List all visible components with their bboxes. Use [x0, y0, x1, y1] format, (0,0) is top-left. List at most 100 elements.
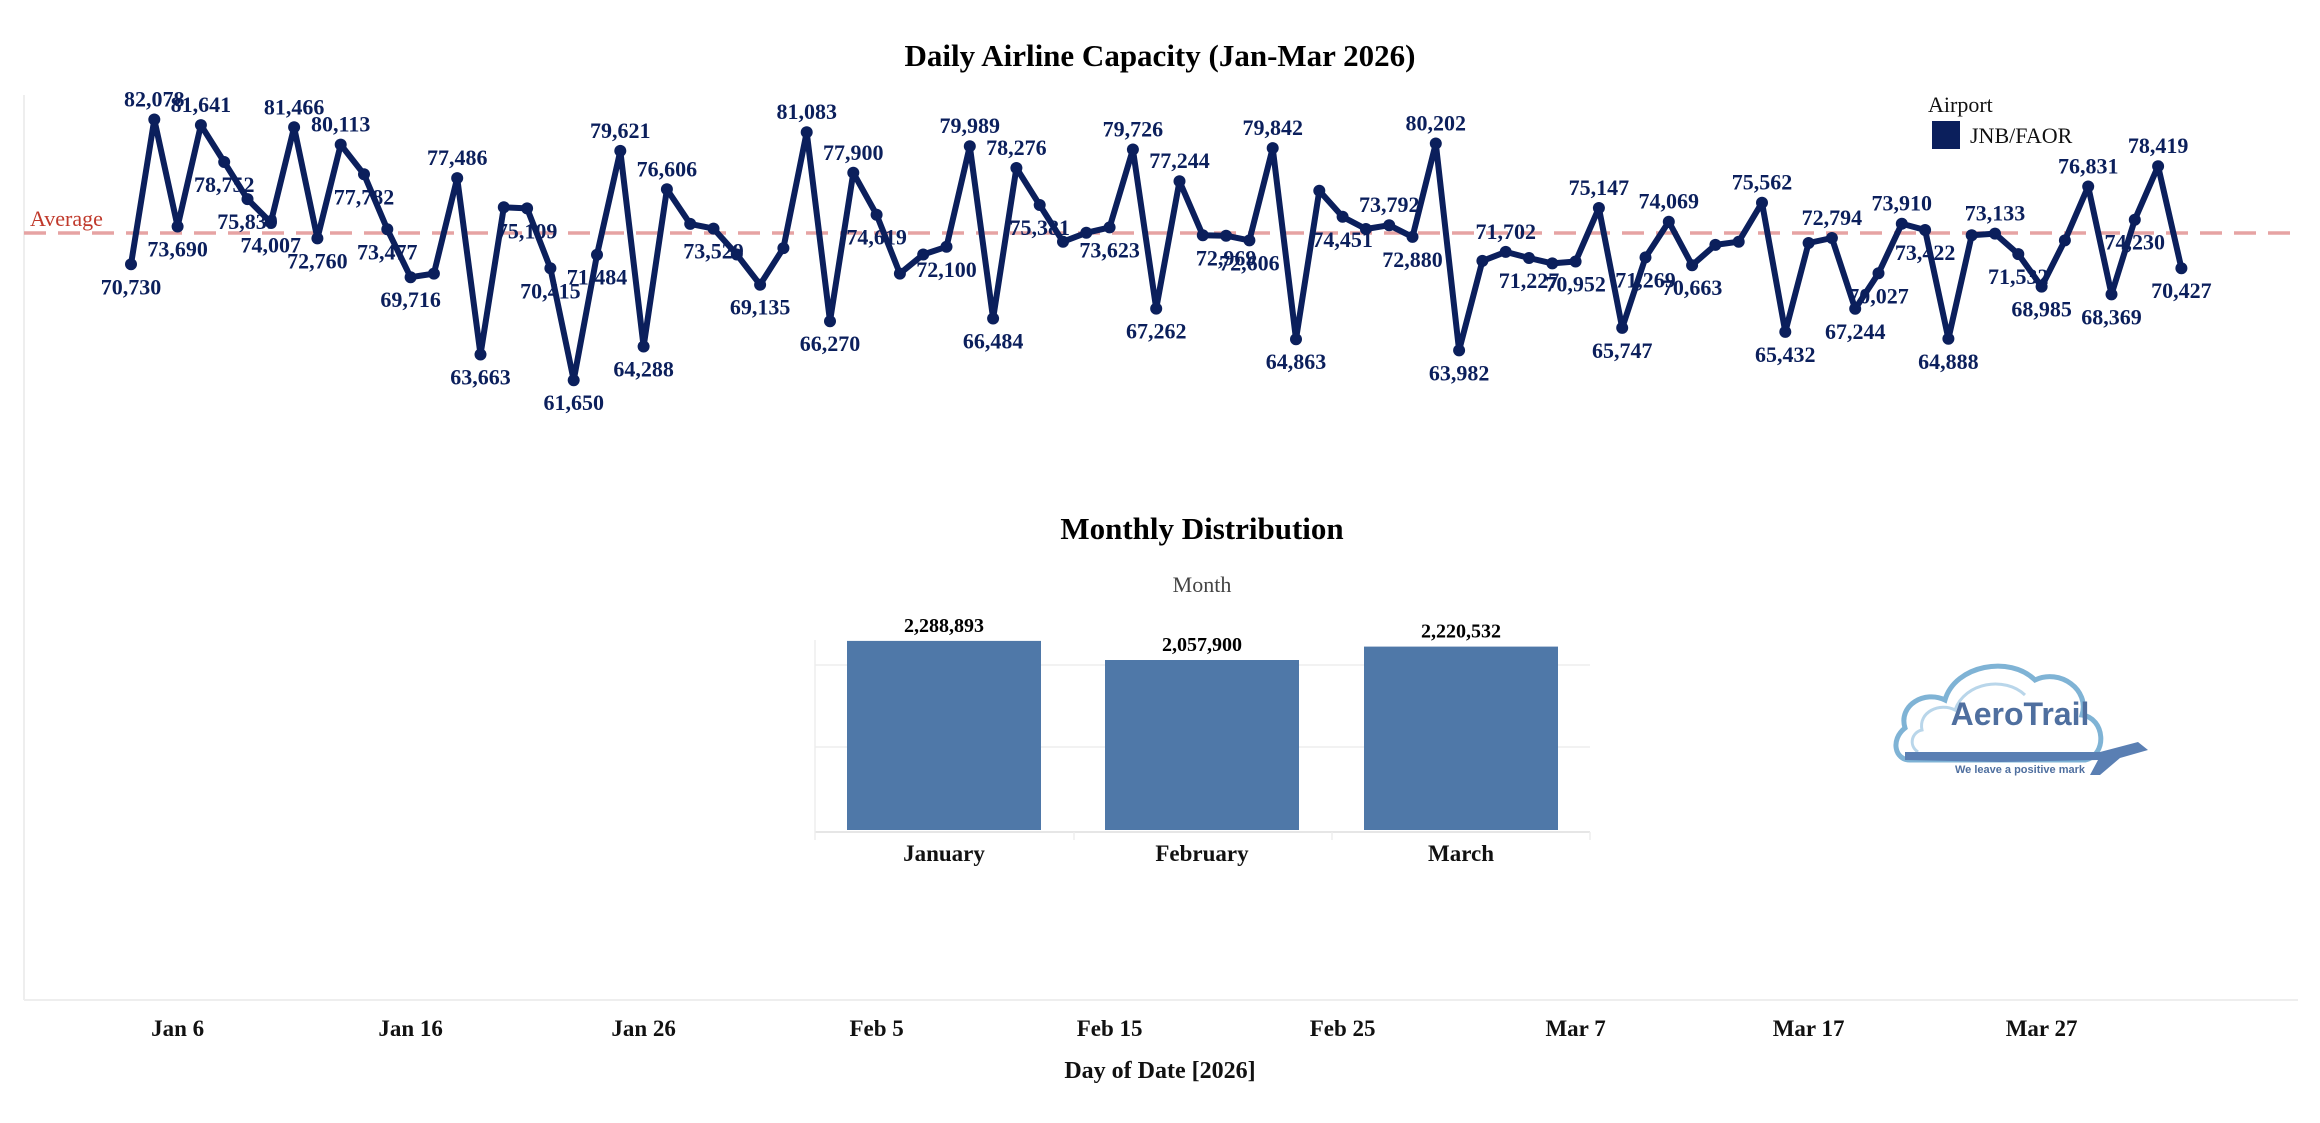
- data-label: 73,623: [1079, 237, 1140, 262]
- line-chart-title: Daily Airline Capacity (Jan-Mar 2026): [905, 38, 1416, 73]
- data-label: 77,782: [334, 184, 395, 209]
- data-label: 71,227: [1499, 268, 1560, 293]
- data-label: 64,888: [1918, 349, 1979, 374]
- data-point: [521, 202, 534, 215]
- data-label: 66,270: [800, 331, 861, 356]
- x-tick-label: Mar 7: [1545, 1016, 1605, 1041]
- data-label: 73,422: [1895, 240, 1956, 265]
- data-point: [1313, 184, 1326, 197]
- legend-label-jnb: JNB/FAOR: [1970, 123, 2073, 148]
- data-point: [987, 312, 1000, 325]
- bar-march: [1364, 646, 1558, 830]
- data-label: 61,650: [543, 390, 604, 415]
- data-point: [2012, 248, 2025, 261]
- data-point: [707, 222, 720, 235]
- data-label: 75,109: [497, 218, 558, 243]
- data-point: [800, 126, 813, 139]
- data-point: [1453, 344, 1466, 357]
- data-point: [1243, 234, 1256, 247]
- data-point: [241, 193, 254, 206]
- x-axis-ticks: Jan 6 Jan 16 Jan 26 Feb 5 Feb 15 Feb 25 Mar 7 M…: [151, 1016, 2077, 1041]
- x-tick-label: Jan 16: [378, 1016, 443, 1041]
- x-tick-label: Jan 6: [151, 1016, 204, 1041]
- data-label: 70,952: [1545, 272, 1606, 297]
- data-label: 76,606: [637, 156, 698, 181]
- data-point: [591, 248, 603, 261]
- data-point: [334, 138, 347, 151]
- data-point: [1895, 217, 1908, 230]
- data-point: [427, 267, 440, 280]
- data-label: 74,619: [846, 225, 907, 250]
- logo-plane-icon: [1905, 742, 2148, 775]
- bar-january: [847, 640, 1041, 830]
- data-point: [264, 216, 277, 229]
- data-point: [730, 248, 743, 261]
- data-label: 68,369: [2081, 304, 2142, 329]
- point-label-layer: 70,73082,07873,69081,64178,75275,83974,0…: [101, 87, 2212, 416]
- data-point: [917, 248, 930, 261]
- data-point: [125, 258, 137, 271]
- data-point: [684, 217, 697, 230]
- data-point: [1732, 235, 1745, 248]
- data-point: [1010, 162, 1023, 174]
- data-label: 77,244: [1149, 148, 1210, 173]
- data-label: 63,982: [1429, 360, 1490, 385]
- data-label: 68,985: [2011, 297, 2072, 322]
- logo-cloud-icon: [1893, 663, 2104, 763]
- data-point: [474, 348, 487, 361]
- data-label: 72,880: [1382, 247, 1443, 272]
- data-point: [1476, 254, 1489, 267]
- data-point: [567, 374, 580, 387]
- data-label: 79,989: [940, 113, 1001, 138]
- data-label: 64,288: [613, 357, 674, 382]
- bar-value-label: 2,220,532: [1421, 621, 1501, 643]
- data-point: [1126, 143, 1139, 156]
- data-point: [1965, 229, 1978, 242]
- data-label: 73,529: [683, 239, 744, 264]
- data-point: [2058, 234, 2071, 247]
- data-point: [1709, 238, 1722, 251]
- data-label: 70,415: [520, 278, 581, 303]
- data-point: [1849, 302, 1862, 315]
- bar-category-label: January: [903, 841, 985, 866]
- data-label: 71,532: [1988, 264, 2049, 289]
- bar-category-label: February: [1155, 841, 1249, 866]
- data-point: [497, 201, 510, 214]
- data-point: [754, 278, 767, 291]
- data-label: 74,069: [1639, 189, 1700, 214]
- data-point: [1756, 196, 1768, 209]
- average-label: Average: [30, 206, 103, 231]
- data-point: [824, 315, 836, 328]
- logo-text: AeroTrail: [1951, 696, 2090, 732]
- data-label: 72,100: [916, 257, 977, 282]
- data-label: 71,484: [567, 265, 628, 290]
- data-point: [2128, 213, 2141, 226]
- legend-swatch-jnb: [1932, 121, 1960, 149]
- data-label: 71,702: [1475, 219, 1536, 244]
- data-point: [893, 267, 906, 280]
- data-point: [1616, 321, 1629, 334]
- data-label: 72,760: [287, 248, 348, 273]
- data-label: 72,794: [1802, 205, 1863, 230]
- data-label: 78,276: [986, 135, 1047, 160]
- bar-layer: 2,288,893 January 2,057,900 February 2,220,5…: [847, 615, 1558, 866]
- x-tick-label: Feb 25: [1310, 1016, 1376, 1041]
- data-label: 78,752: [194, 172, 255, 197]
- x-tick-label: Feb 15: [1077, 1016, 1143, 1041]
- data-point: [847, 166, 860, 179]
- x-axis-title: Day of Date [2026]: [1064, 1058, 1255, 1084]
- data-point: [2035, 280, 2048, 293]
- x-tick-label: Jan 26: [611, 1016, 676, 1041]
- data-point: [1872, 267, 1885, 280]
- data-label: 73,133: [1965, 201, 2026, 226]
- data-point: [1942, 332, 1955, 345]
- data-label: 64,863: [1266, 349, 1327, 374]
- data-point: [1429, 137, 1442, 150]
- data-label: 67,244: [1825, 319, 1886, 344]
- data-point: [2175, 262, 2188, 275]
- data-point: [2152, 160, 2165, 173]
- data-point: [311, 232, 324, 245]
- data-point: [1569, 255, 1582, 268]
